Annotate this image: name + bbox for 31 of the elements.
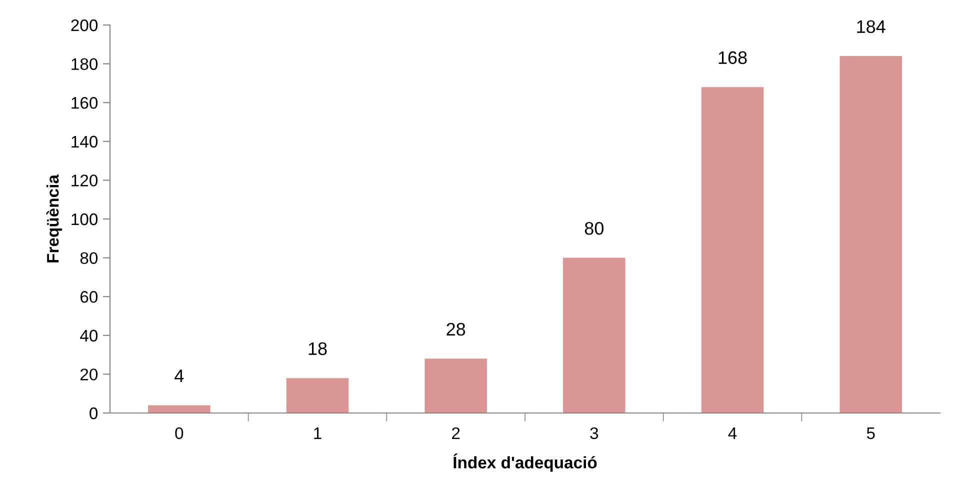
y-tick-label: 20 [80,368,98,380]
x-tick-label: 2 [452,427,460,439]
x-axis-title: Índex d'adequació [453,454,597,472]
data-label: 80 [584,222,604,235]
y-tick-label: 160 [72,97,98,109]
bar [148,405,210,413]
x-tick-label: 3 [590,427,598,440]
data-label: 18 [308,342,327,356]
bar [840,56,902,413]
data-label: 168 [718,51,747,64]
bar [286,378,349,413]
y-axis-title: Freqüència [46,174,62,262]
bar [701,87,764,413]
y-tick-label: 80 [80,252,98,264]
x-tick-label: 0 [175,427,184,440]
y-tick-label: 60 [80,291,98,303]
data-label: 184 [857,20,886,34]
y-tick-label: 180 [72,58,98,70]
bar [563,258,626,413]
y-tick-label: 200 [71,19,98,32]
y-tick-label: 120 [72,174,98,186]
y-tick-label: 40 [80,330,98,342]
x-tick-label: 4 [728,428,737,439]
data-label: 28 [446,322,466,336]
y-tick-label: 0 [90,407,98,420]
bar [424,358,487,413]
x-tick-label: 5 [866,428,875,440]
y-tick-label: 140 [72,136,98,148]
data-label: 4 [174,370,184,382]
y-tick-label: 100 [72,213,98,226]
x-tick-label: 1 [314,428,322,439]
